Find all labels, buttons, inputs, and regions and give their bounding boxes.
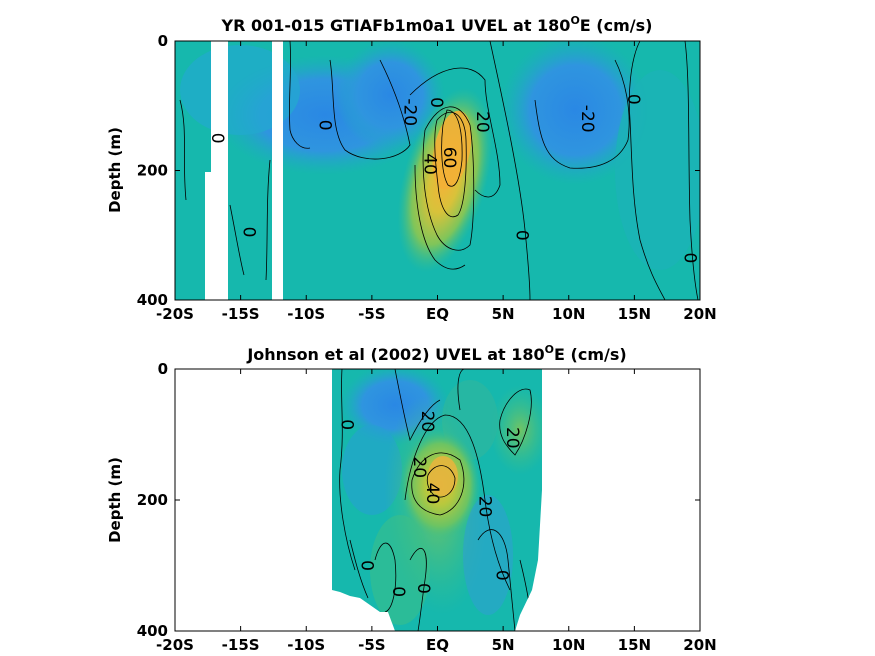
bottom-contour-label: 20 bbox=[502, 427, 522, 449]
top-ylabel: Depth (m) bbox=[106, 127, 124, 213]
bottom-contour-label: 20 bbox=[417, 411, 437, 433]
bottom-contour-label: 20 bbox=[409, 456, 429, 478]
top-x-tick-label: 5N bbox=[492, 305, 515, 323]
bottom-y-tick-label: 400 bbox=[137, 622, 168, 640]
top-x-tick-label: 10N bbox=[552, 305, 585, 323]
bottom-contour-label: 0 bbox=[356, 560, 376, 571]
top-contour-label: -20 bbox=[400, 98, 420, 126]
bottom-contour-label: 20 bbox=[475, 496, 495, 518]
top-contour-label: 0 bbox=[511, 230, 531, 241]
top-x-tick-label: -20S bbox=[156, 305, 194, 323]
bottom-y-tick-label: 200 bbox=[137, 491, 168, 509]
bottom-contours bbox=[339, 369, 532, 631]
bottom-panel: Johnson et al (2002) UVEL at 180OE (cm/s… bbox=[106, 343, 717, 654]
top-panel: YR 001-015 GTIAFb1m0a1 UVEL at 180OE (cm… bbox=[106, 14, 717, 323]
top-contour-label: 20 bbox=[472, 111, 492, 133]
top-contour-label: 0 bbox=[679, 252, 699, 263]
bottom-x-tick-label: -20S bbox=[156, 636, 194, 654]
bottom-x-tick-label: -5S bbox=[358, 636, 385, 654]
top-contour-label: 0 bbox=[238, 227, 258, 238]
bottom-y-tick-label: 0 bbox=[158, 360, 168, 378]
bottom-x-tick-label: 20N bbox=[683, 636, 716, 654]
bottom-contour-label: 0 bbox=[388, 586, 408, 597]
bottom-contour-label: 0 bbox=[413, 583, 433, 594]
top-contour-label: 40 bbox=[419, 153, 439, 175]
top-x-tick-label: -15S bbox=[222, 305, 260, 323]
bottom-title: Johnson et al (2002) UVEL at 180OE (cm/s… bbox=[246, 343, 626, 364]
bottom-contour-label: 40 bbox=[422, 483, 442, 505]
top-x-tick-label: 20N bbox=[683, 305, 716, 323]
top-x-tick-label: -10S bbox=[287, 305, 325, 323]
top-contour-label: 0 bbox=[314, 120, 334, 131]
bottom-x-tick-label: EQ bbox=[426, 636, 449, 654]
top-contour-labels: 0 0 0 -20 0 20 40 60 -20 0 0 0 bbox=[207, 94, 700, 263]
bottom-contour-label: 0 bbox=[492, 570, 512, 581]
bottom-x-tick-label: 5N bbox=[492, 636, 515, 654]
top-contour-label: 60 bbox=[439, 147, 459, 169]
bottom-x-tick-label: 15N bbox=[618, 636, 651, 654]
top-contour-label: -20 bbox=[577, 105, 597, 133]
top-title: YR 001-015 GTIAFb1m0a1 UVEL at 180OE (cm… bbox=[221, 14, 653, 35]
top-contour-label: 0 bbox=[207, 133, 227, 144]
bottom-x-tick-label: -15S bbox=[222, 636, 260, 654]
top-y-tick-label: 0 bbox=[158, 32, 168, 50]
bottom-field: 0202020402000000 bbox=[175, 369, 700, 631]
bottom-contour-label: 0 bbox=[337, 419, 357, 430]
top-contour-label: 0 bbox=[426, 97, 446, 108]
top-contours bbox=[179, 41, 699, 300]
bottom-ylabel: Depth (m) bbox=[106, 457, 124, 543]
top-x-tick-label: -5S bbox=[358, 305, 385, 323]
bottom-x-tick-label: 10N bbox=[552, 636, 585, 654]
top-x-tick-label: 15N bbox=[618, 305, 651, 323]
top-field: 0 0 0 -20 0 20 40 60 -20 0 0 0 bbox=[175, 41, 700, 300]
top-y-tick-label: 200 bbox=[137, 162, 168, 180]
top-x-tick-label: EQ bbox=[426, 305, 449, 323]
bottom-x-tick-label: -10S bbox=[287, 636, 325, 654]
top-contour-label: 0 bbox=[623, 94, 643, 105]
top-y-tick-label: 400 bbox=[137, 291, 168, 309]
